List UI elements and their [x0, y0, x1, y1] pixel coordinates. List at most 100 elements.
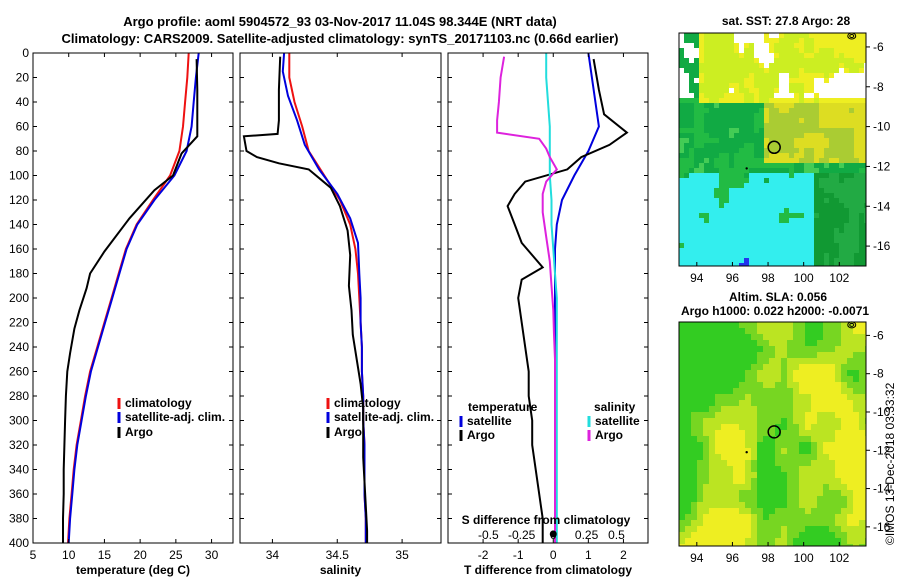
map-cell — [789, 108, 794, 113]
map-cell — [769, 73, 774, 78]
map-cell — [739, 520, 745, 526]
map-cell — [684, 173, 689, 178]
map-cell — [744, 93, 749, 98]
map-cell — [805, 388, 811, 394]
y-tick-label: 80 — [16, 144, 30, 158]
map-cell — [839, 183, 844, 188]
map-cell — [864, 213, 866, 218]
map-cell — [715, 328, 721, 334]
map-cell — [759, 233, 764, 238]
map-cell — [854, 143, 859, 148]
map-cell — [787, 364, 793, 370]
map-cell — [804, 213, 809, 218]
map-cell — [847, 394, 853, 400]
map-cell — [829, 123, 834, 128]
map-cell — [689, 113, 694, 118]
map-cell — [823, 352, 829, 358]
map-cell — [727, 484, 733, 490]
map-cell — [775, 514, 781, 520]
series-line-salinity-argo — [496, 56, 559, 543]
map-cell — [769, 113, 774, 118]
map-cell — [824, 103, 829, 108]
map-cell — [679, 436, 685, 442]
map-cell — [684, 88, 689, 93]
map-cell — [844, 253, 849, 258]
map-cell — [727, 478, 733, 484]
map-cell — [817, 406, 823, 412]
map-cell — [745, 334, 751, 340]
map-cell — [685, 412, 691, 418]
map-cell — [699, 58, 704, 63]
map-cell — [751, 406, 757, 412]
title-line-1: Argo profile: aoml 5904572_93 03-Nov-201… — [123, 14, 557, 29]
map-cell — [764, 118, 769, 123]
map-cell — [859, 394, 865, 400]
map-cell — [769, 208, 774, 213]
map-cell — [864, 98, 866, 103]
map-cell — [853, 394, 859, 400]
map-cell — [754, 133, 759, 138]
map-cell — [814, 143, 819, 148]
map-cell — [844, 118, 849, 123]
map-cell — [779, 238, 784, 243]
map-cell — [809, 223, 814, 228]
map-cell — [724, 218, 729, 223]
map-x-tick-label: 94 — [690, 271, 704, 285]
map-cell — [729, 238, 734, 243]
series-line-temperature-satellite — [554, 52, 600, 543]
map-cell — [859, 88, 864, 93]
map-cell — [679, 454, 685, 460]
map-cell — [714, 118, 719, 123]
map-cell — [834, 213, 839, 218]
map-cell — [805, 442, 811, 448]
map-cell — [685, 424, 691, 430]
map-cell — [823, 532, 829, 538]
map-x-tick-label: 100 — [794, 551, 814, 565]
map-cell — [744, 248, 749, 253]
x-tick-label: 10 — [62, 548, 76, 562]
map-cell — [781, 394, 787, 400]
map-cell — [757, 328, 763, 334]
map-cell — [754, 153, 759, 158]
map-cell — [811, 478, 817, 484]
map-cell — [864, 193, 866, 198]
map-cell — [859, 138, 864, 143]
map-cell — [814, 93, 819, 98]
map-cell — [729, 253, 734, 258]
map-cell — [745, 484, 751, 490]
y-tick-label: 380 — [9, 512, 29, 526]
map-cell — [733, 544, 739, 546]
map-cell — [799, 43, 804, 48]
map-cell — [814, 203, 819, 208]
map-cell — [804, 113, 809, 118]
map-cell — [804, 78, 809, 83]
map-cell — [704, 38, 709, 43]
island-marker — [745, 450, 748, 454]
map-cell — [739, 73, 744, 78]
map-cell — [859, 168, 864, 173]
map-cell — [799, 514, 805, 520]
map-cell — [859, 63, 864, 68]
map-cell — [733, 322, 739, 328]
map-cell — [703, 370, 709, 376]
map-cell — [823, 388, 829, 394]
map-cell — [844, 258, 849, 263]
map-cell — [757, 508, 763, 514]
map-cell — [754, 243, 759, 248]
map-cell — [691, 478, 697, 484]
map-cell — [823, 322, 829, 328]
map-cell — [811, 436, 817, 442]
map-cell — [749, 68, 754, 73]
map-cell — [793, 466, 799, 472]
map-cell — [727, 322, 733, 328]
map-cell — [819, 228, 824, 233]
map-cell — [779, 248, 784, 253]
map-cell — [744, 108, 749, 113]
map-cell — [709, 322, 715, 328]
map-cell — [839, 123, 844, 128]
map-cell — [859, 466, 865, 472]
map-cell — [745, 382, 751, 388]
map-cell — [691, 472, 697, 478]
map-cell — [714, 123, 719, 128]
map-cell — [819, 58, 824, 63]
